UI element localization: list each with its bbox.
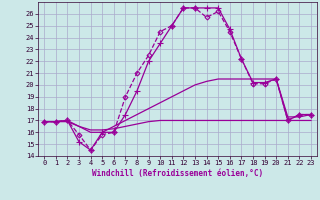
X-axis label: Windchill (Refroidissement éolien,°C): Windchill (Refroidissement éolien,°C) bbox=[92, 169, 263, 178]
